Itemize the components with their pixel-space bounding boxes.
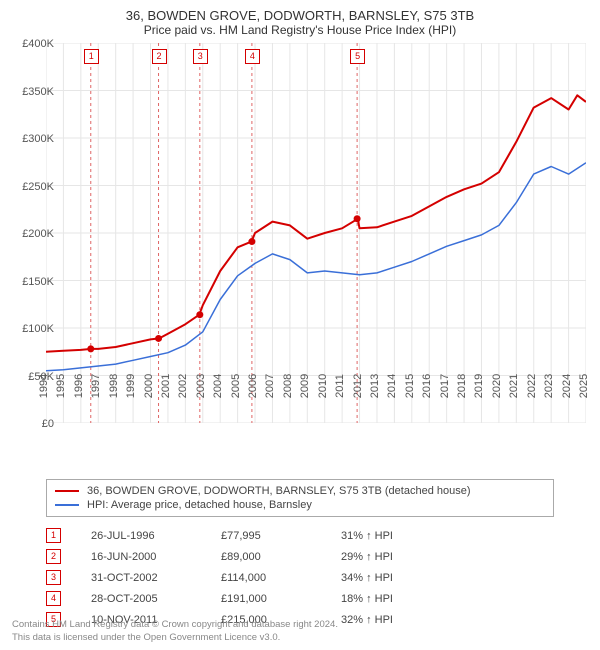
x-tick-label: 2021 <box>508 374 520 398</box>
transaction-marker-icon: 2 <box>46 549 61 564</box>
y-tick-label: £300K <box>22 133 54 145</box>
sale-marker-box: 2 <box>152 49 167 64</box>
transaction-diff: 18% ↑ HPI <box>341 593 451 605</box>
x-tick-label: 2023 <box>543 374 555 398</box>
x-tick-label: 1998 <box>108 374 120 398</box>
x-tick-label: 2025 <box>578 374 590 398</box>
legend-swatch <box>55 504 79 506</box>
x-tick-label: 2007 <box>264 374 276 398</box>
legend-swatch <box>55 490 79 492</box>
legend-item: HPI: Average price, detached house, Barn… <box>55 498 545 512</box>
chart-container: { "header": { "title": "36, BOWDEN GROVE… <box>0 0 600 650</box>
transaction-date: 31-OCT-2002 <box>91 572 221 584</box>
transaction-price: £191,000 <box>221 593 341 605</box>
x-tick-label: 2013 <box>369 374 381 398</box>
x-tick-label: 2004 <box>212 374 224 398</box>
sale-marker-box: 4 <box>245 49 260 64</box>
x-tick-label: 2015 <box>404 374 416 398</box>
x-tick-label: 2002 <box>177 374 189 398</box>
x-tick-label: 2006 <box>247 374 259 398</box>
transaction-date: 26-JUL-1996 <box>91 530 221 542</box>
transaction-date: 16-JUN-2000 <box>91 551 221 563</box>
x-tick-label: 2008 <box>282 374 294 398</box>
transaction-marker-icon: 3 <box>46 570 61 585</box>
footer-attribution: Contains HM Land Registry data © Crown c… <box>12 619 338 644</box>
x-tick-label: 1994 <box>38 374 50 398</box>
x-tick-label: 1996 <box>73 374 85 398</box>
sale-marker-box: 5 <box>350 49 365 64</box>
transaction-diff: 31% ↑ HPI <box>341 530 451 542</box>
chart-title: 36, BOWDEN GROVE, DODWORTH, BARNSLEY, S7… <box>12 8 588 23</box>
transaction-row: 4 28-OCT-2005£191,00018% ↑ HPI <box>46 588 536 609</box>
x-tick-label: 2018 <box>456 374 468 398</box>
y-tick-label: £400K <box>22 38 54 50</box>
x-tick-label: 2003 <box>195 374 207 398</box>
y-tick-label: £200K <box>22 228 54 240</box>
transaction-price: £77,995 <box>221 530 341 542</box>
sale-marker-box: 3 <box>193 49 208 64</box>
x-tick-label: 2001 <box>160 374 172 398</box>
x-tick-label: 2005 <box>230 374 242 398</box>
transaction-row: 3 31-OCT-2002£114,00034% ↑ HPI <box>46 567 536 588</box>
transaction-date: 28-OCT-2005 <box>91 593 221 605</box>
y-tick-label: £250K <box>22 181 54 193</box>
legend-label: HPI: Average price, detached house, Barn… <box>87 499 312 511</box>
y-tick-label: £350K <box>22 86 54 98</box>
x-tick-label: 2009 <box>299 374 311 398</box>
x-tick-label: 1995 <box>55 374 67 398</box>
footer-line1: Contains HM Land Registry data © Crown c… <box>12 619 338 631</box>
chart-svg <box>46 43 586 423</box>
y-tick-label: £150K <box>22 276 54 288</box>
legend-label: 36, BOWDEN GROVE, DODWORTH, BARNSLEY, S7… <box>87 485 471 497</box>
x-tick-label: 2022 <box>526 374 538 398</box>
chart-plot-area: 1 2 3 4 5 <box>46 43 586 423</box>
x-tick-label: 2000 <box>143 374 155 398</box>
x-tick-label: 2019 <box>473 374 485 398</box>
transaction-diff: 34% ↑ HPI <box>341 572 451 584</box>
sale-marker-box: 1 <box>84 49 99 64</box>
y-tick-label: £0 <box>42 418 54 430</box>
x-tick-label: 1999 <box>125 374 137 398</box>
footer-line2: This data is licensed under the Open Gov… <box>12 632 338 644</box>
legend-box: 36, BOWDEN GROVE, DODWORTH, BARNSLEY, S7… <box>46 479 554 517</box>
chart-subtitle: Price paid vs. HM Land Registry's House … <box>12 23 588 37</box>
x-tick-label: 2014 <box>386 374 398 398</box>
transaction-marker-icon: 1 <box>46 528 61 543</box>
x-tick-label: 2020 <box>491 374 503 398</box>
x-tick-label: 1997 <box>90 374 102 398</box>
transaction-diff: 32% ↑ HPI <box>341 614 451 626</box>
x-tick-label: 2017 <box>439 374 451 398</box>
x-tick-label: 2024 <box>561 374 573 398</box>
transaction-price: £89,000 <box>221 551 341 563</box>
transaction-row: 2 16-JUN-2000£89,00029% ↑ HPI <box>46 546 536 567</box>
transaction-diff: 29% ↑ HPI <box>341 551 451 563</box>
y-tick-label: £100K <box>22 323 54 335</box>
legend-item: 36, BOWDEN GROVE, DODWORTH, BARNSLEY, S7… <box>55 484 545 498</box>
transaction-marker-icon: 4 <box>46 591 61 606</box>
transaction-price: £114,000 <box>221 572 341 584</box>
x-tick-label: 2016 <box>421 374 433 398</box>
x-tick-label: 2011 <box>334 374 346 398</box>
transaction-row: 1 26-JUL-1996£77,99531% ↑ HPI <box>46 525 536 546</box>
x-tick-label: 2012 <box>352 374 364 398</box>
x-tick-label: 2010 <box>317 374 329 398</box>
